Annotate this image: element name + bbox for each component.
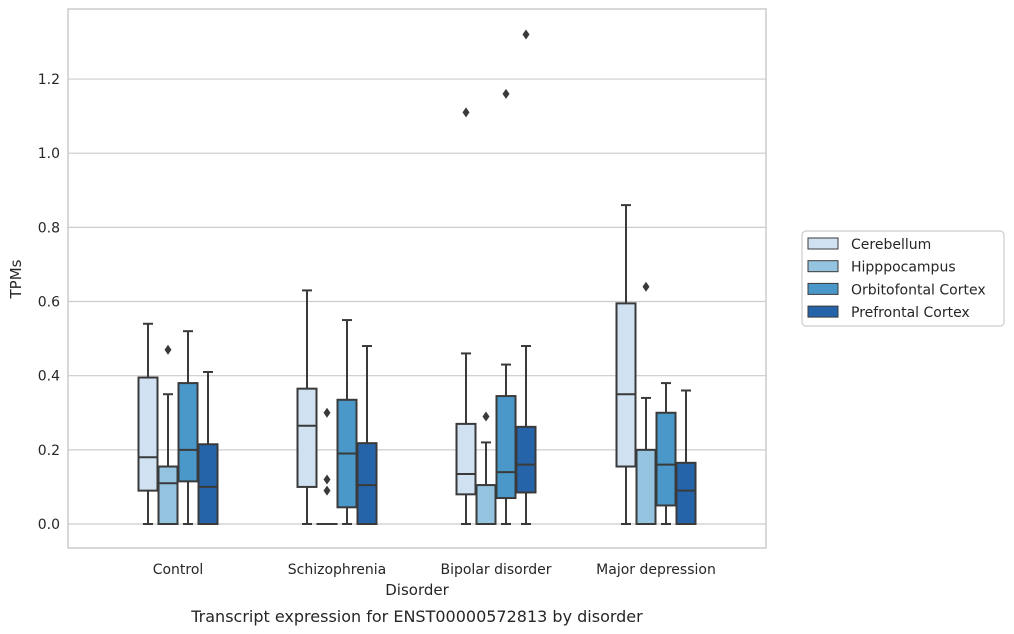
outlier-point — [522, 29, 530, 40]
box-group — [177, 330, 199, 525]
box — [296, 387, 318, 488]
outlier-point — [482, 411, 490, 422]
x-tick-labels: Control Schizophrenia Bipolar disorder Majo… — [153, 562, 716, 578]
x-tick-label: Bipolar disorder — [440, 562, 551, 578]
y-tick-label: 0.2 — [38, 443, 60, 459]
box — [615, 302, 637, 468]
outlier-point — [323, 474, 331, 485]
box-group — [495, 88, 517, 525]
legend-label: Prefrontal Cortex — [851, 305, 970, 321]
legend: Cerebellum Hipppocampus Orbitofontal Corte… — [801, 230, 1005, 327]
box — [475, 484, 497, 526]
y-tick-label: 0.0 — [38, 517, 60, 533]
outlier-point — [462, 107, 470, 118]
box-group — [316, 407, 338, 526]
y-tick-label: 0.4 — [38, 369, 60, 385]
outlier-point — [642, 281, 650, 292]
box — [635, 448, 657, 525]
legend-label: Cerebellum — [851, 237, 931, 253]
y-axis-label: TPMs — [7, 259, 25, 299]
x-tick-label: Control — [153, 562, 204, 578]
box-group — [157, 344, 179, 525]
box — [495, 395, 517, 500]
box — [515, 425, 537, 494]
legend-swatch — [807, 282, 839, 295]
x-tick-label: Major depression — [596, 562, 716, 578]
box-group — [137, 322, 159, 525]
box-group — [655, 382, 677, 525]
y-tick-label: 0.6 — [38, 295, 60, 311]
x-tick-label: Schizophrenia — [288, 562, 386, 578]
box — [655, 411, 677, 507]
box-group — [615, 204, 637, 525]
box-group — [455, 107, 477, 525]
legend-frame — [801, 230, 1005, 327]
box — [157, 465, 179, 525]
box-group — [635, 281, 657, 525]
y-tick-label: 1.0 — [38, 146, 60, 162]
box-group — [675, 389, 697, 525]
box — [675, 461, 697, 525]
legend-label: Orbitofontal Cortex — [851, 282, 986, 298]
legend-swatch — [807, 260, 839, 273]
box-group — [515, 29, 537, 525]
box-group — [197, 370, 219, 526]
box-group — [336, 319, 358, 525]
figure-caption: Transcript expression for ENST0000057281… — [190, 607, 643, 626]
x-axis-label: Disorder — [385, 581, 449, 599]
y-tick-label: 0.8 — [38, 220, 60, 236]
box — [137, 376, 159, 492]
outlier-point — [164, 344, 172, 355]
legend-swatch — [807, 305, 839, 318]
outlier-point — [323, 485, 331, 496]
plot-frame — [67, 8, 767, 549]
y-tick-labels: 0.0 0.2 0.4 0.6 0.8 1.0 1.2 — [38, 72, 60, 533]
box-group — [296, 289, 318, 525]
box-marks — [137, 29, 697, 526]
box — [356, 442, 378, 525]
y-tick-label: 1.2 — [38, 72, 60, 88]
box — [455, 422, 477, 496]
outlier-point — [502, 88, 510, 99]
box-group — [356, 345, 378, 525]
box — [197, 443, 219, 526]
outlier-point — [323, 407, 331, 418]
legend-swatch — [807, 237, 839, 250]
box-group — [475, 411, 497, 526]
box — [177, 382, 199, 483]
legend-label: Hipppocampus — [851, 260, 956, 276]
